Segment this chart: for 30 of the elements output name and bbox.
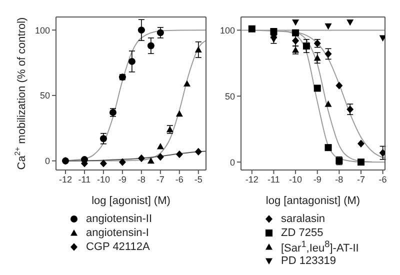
y-tick-label: 50 [224,91,235,102]
x-tick-label: -10 [96,174,110,184]
legend-label: angiotensin-II [86,213,152,225]
x-axis-title: log [antagonist] (M) [266,195,360,207]
x-tick-label: -12 [58,174,72,184]
y-tick-label: 100 [34,25,50,36]
legend-label: PD 123319 [281,255,336,267]
x-tick-label: -5 [194,174,202,184]
legend-label: ZD 7255 [281,227,324,239]
x-tick-label: -9 [118,174,126,184]
legend-label: angiotensin-I [86,227,149,239]
x-axis-title: log [agonist] (M) [92,195,170,207]
legend-label: [Sar$^{1}$,Ieu$^{8}$]-AT-II [281,239,359,255]
x-tick-label: -9 [313,174,322,184]
x-tick-label: -11 [268,174,280,184]
y-tick-label: 50 [40,90,50,101]
x-tick-label: -6 [378,174,387,184]
x-tick-label: -11 [78,174,91,184]
y-tick-label: 100 [220,25,235,36]
legend-label: CGP 42112A [86,241,150,253]
legend-label: saralasin [281,213,326,225]
y-tick-label: 0 [230,157,235,168]
x-tick-label: -12 [245,174,258,184]
y-tick-label: 0 [44,156,50,166]
x-tick-label: -8 [335,174,344,184]
x-tick-label: -10 [289,174,302,184]
x-tick-label: -6 [175,174,184,184]
x-tick-label: -7 [356,174,366,184]
x-tick-label: -7 [156,174,164,184]
x-tick-label: -8 [137,174,146,184]
